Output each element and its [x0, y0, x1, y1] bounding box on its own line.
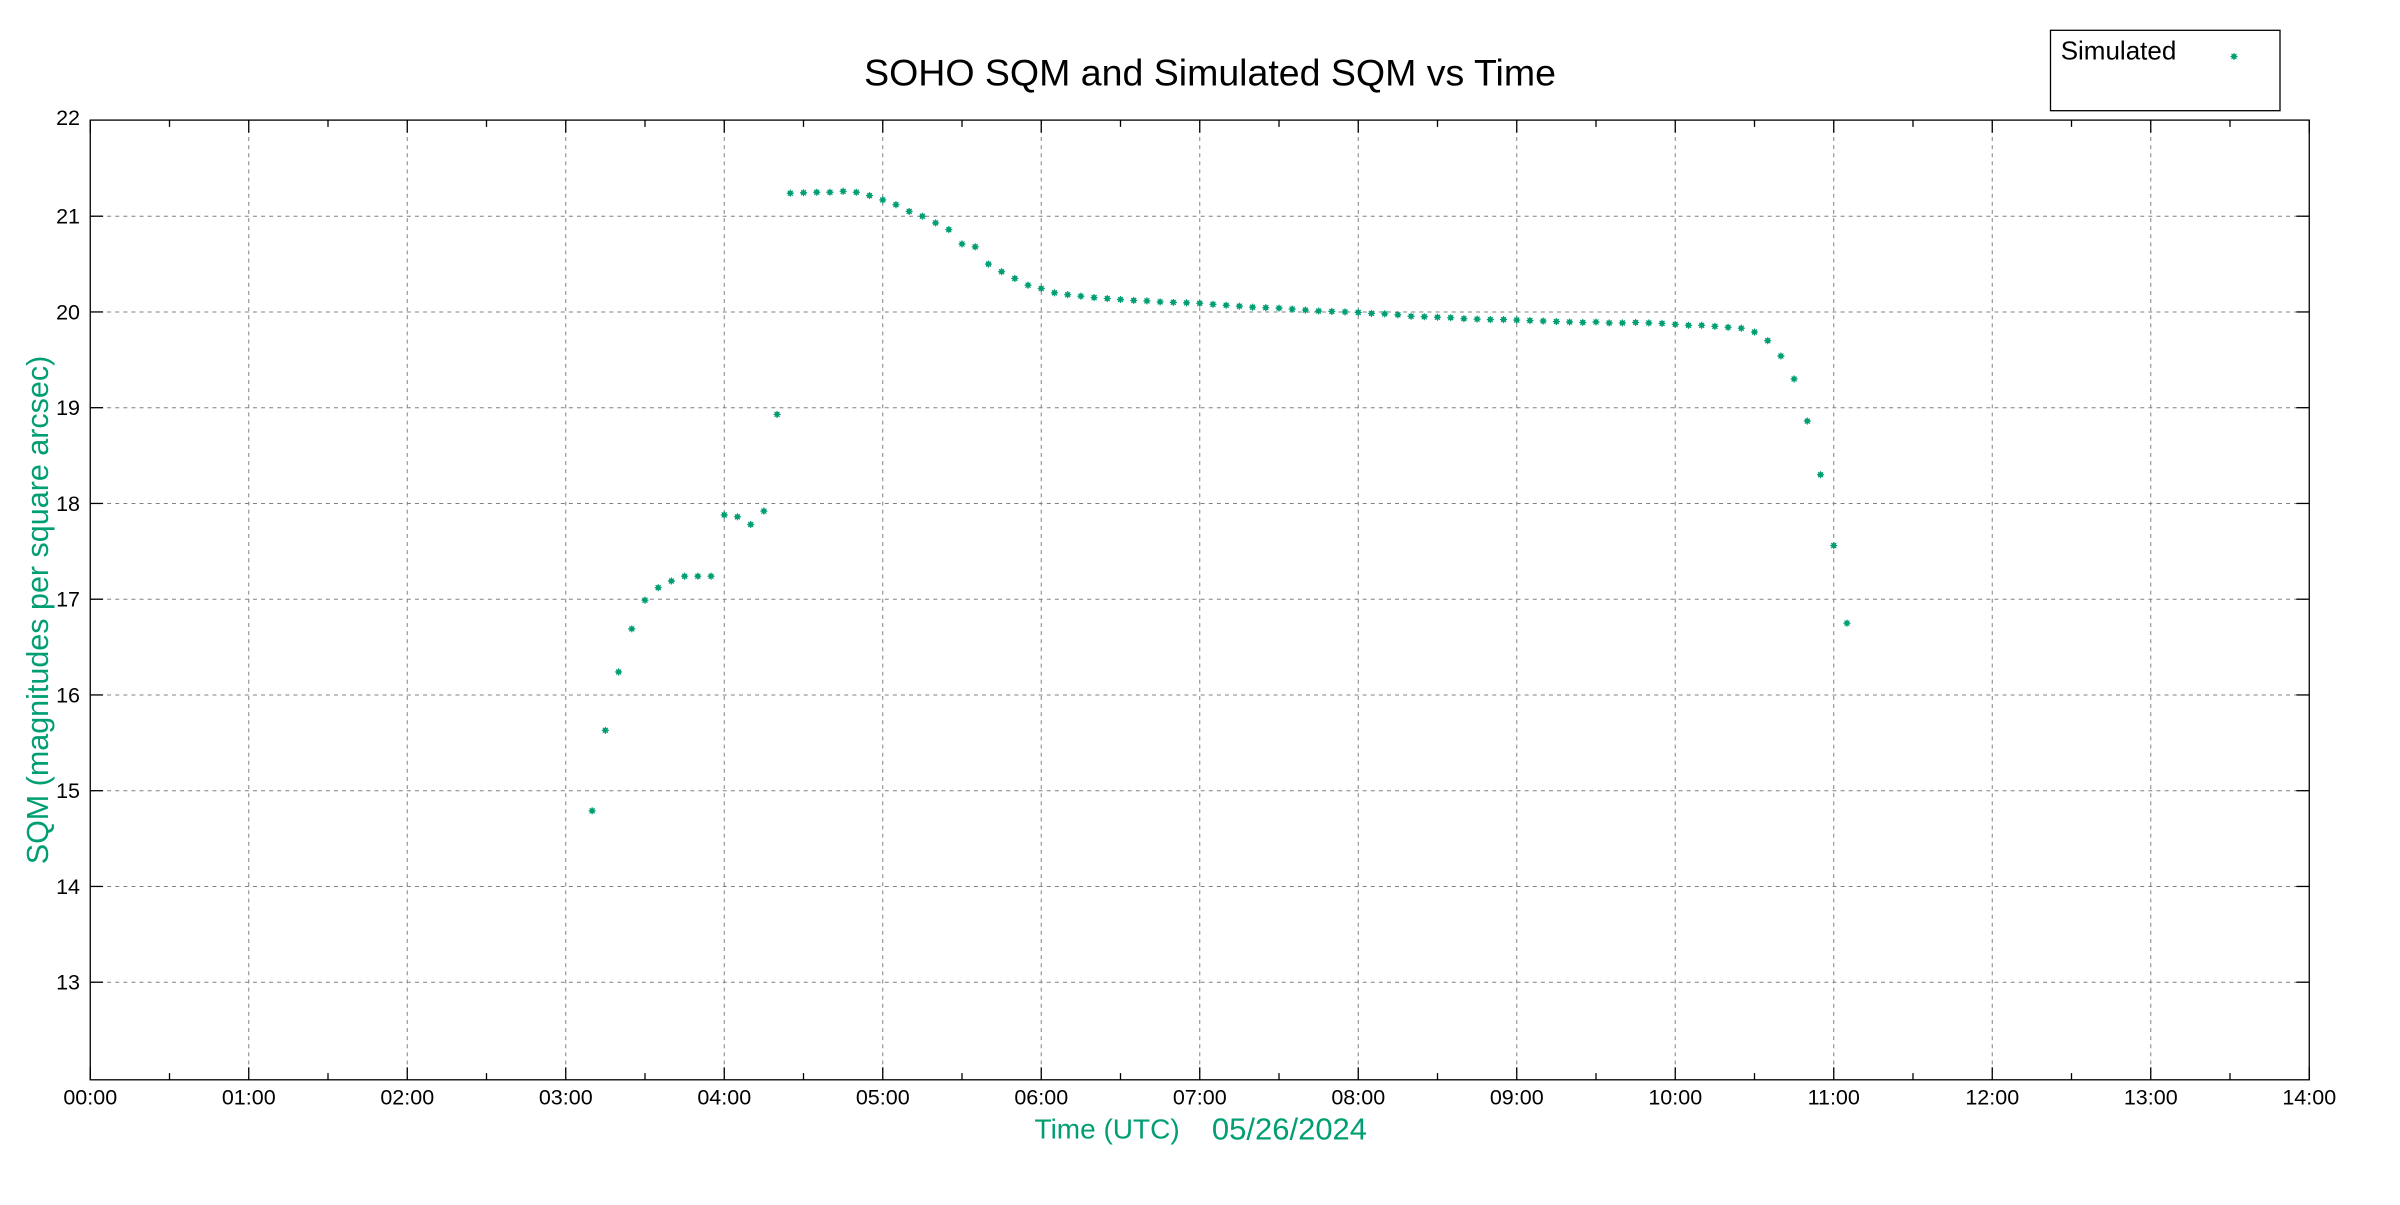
svg-text:14: 14 [56, 875, 80, 899]
svg-text:07:00: 07:00 [1173, 1086, 1227, 1110]
svg-text:14:00: 14:00 [2282, 1086, 2336, 1110]
svg-text:08:00: 08:00 [1331, 1086, 1385, 1110]
svg-text:18: 18 [56, 492, 80, 516]
svg-text:SOHO SQM and Simulated SQM vs: SOHO SQM and Simulated SQM vs Time [864, 52, 1556, 94]
svg-text:09:00: 09:00 [1490, 1086, 1544, 1110]
svg-text:21: 21 [56, 205, 80, 229]
svg-text:20: 20 [56, 300, 80, 324]
svg-text:15: 15 [56, 779, 80, 803]
svg-text:Time (UTC): Time (UTC) [1035, 1114, 1180, 1145]
svg-text:00:00: 00:00 [63, 1086, 117, 1110]
svg-text:01:00: 01:00 [222, 1086, 276, 1110]
svg-text:12:00: 12:00 [1965, 1086, 2019, 1110]
svg-text:16: 16 [56, 683, 80, 707]
svg-text:19: 19 [56, 396, 80, 420]
svg-text:03:00: 03:00 [539, 1086, 593, 1110]
svg-text:11:00: 11:00 [1808, 1086, 1860, 1110]
svg-text:02:00: 02:00 [380, 1086, 434, 1110]
svg-text:Simulated: Simulated [2061, 36, 2177, 66]
svg-text:05/26/2024: 05/26/2024 [1212, 1112, 1367, 1147]
svg-text:17: 17 [56, 588, 80, 612]
svg-text:13: 13 [56, 971, 80, 995]
svg-text:04:00: 04:00 [697, 1086, 751, 1110]
svg-text:22: 22 [56, 106, 80, 130]
svg-text:10:00: 10:00 [1648, 1086, 1702, 1110]
svg-text:06:00: 06:00 [1014, 1086, 1068, 1110]
svg-text:05:00: 05:00 [856, 1086, 910, 1110]
svg-text:SQM (magnitudes per square arc: SQM (magnitudes per square arcsec) [21, 356, 55, 865]
svg-text:13:00: 13:00 [2124, 1086, 2178, 1110]
